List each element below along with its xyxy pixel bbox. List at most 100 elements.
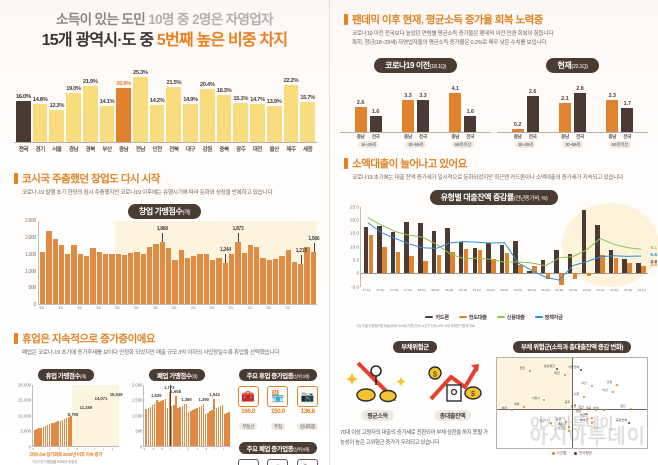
region-bar-value: 20.9%: [116, 81, 132, 88]
loan-bar-카드론: [363, 227, 369, 274]
mini-annotation: 11,159: [79, 405, 93, 411]
income-bar: [621, 108, 634, 132]
income-series-names: 충남 전국: [559, 134, 586, 140]
loan-y-tick: 10.0: [350, 244, 359, 250]
loan-bar-카드론: [567, 254, 573, 274]
mini-bar: [63, 418, 66, 446]
franchise-bar: [291, 261, 298, 305]
region-bar: [116, 88, 132, 142]
income-series-name: 전국: [371, 134, 380, 140]
loan-x-label: '22.1Q: [637, 287, 646, 292]
region-axis-label: 충북: [219, 146, 229, 153]
mini-bar: [53, 423, 55, 446]
mini-bar: [153, 404, 156, 446]
region-axis-label: 제주: [286, 146, 296, 153]
closure-caption-text: 폐업 가맹점수: [157, 372, 192, 380]
svg-text:$: $: [433, 372, 437, 379]
income-bar-col: 2.6: [354, 75, 367, 132]
loan-bar-slot: [539, 207, 552, 287]
loan-bar-한도대출: [395, 252, 401, 274]
mini-bar: [40, 427, 42, 446]
debt-risk-left: 부채위험군: [340, 333, 490, 448]
franchise-x-label: '21.4: [209, 306, 215, 311]
region-bar: [166, 86, 182, 142]
crane-icon: 🏗: [297, 458, 319, 465]
mini-y-tick: 500: [135, 428, 143, 434]
mini-x-label: '28.1: [111, 447, 113, 451]
loan-bar-한도대출: [627, 262, 632, 274]
income-bar-col: 1.6: [464, 75, 477, 132]
income-group: 2.3 1.7: [606, 75, 634, 132]
region-axis-label: 세종: [302, 146, 313, 153]
income-bar-value: 1.7: [623, 101, 632, 108]
franchise-bar: [266, 259, 272, 305]
scatter-point: [590, 421, 593, 424]
scatter-point-label: 논산: [570, 403, 577, 408]
franchise-x-label: [159, 306, 164, 310]
suspension-y-axis: 0 5,000 10,000 15,000 20,000: [12, 382, 32, 449]
income-bar-col: 0.2: [511, 75, 524, 132]
income-series-names: 충남 전국: [512, 134, 539, 140]
loan-y-tick: 15.0: [350, 230, 359, 236]
industry-stat-value: 166.0: [241, 407, 256, 415]
income-series-name: 전국: [419, 134, 427, 140]
loan-x-label: '18.1Q: [417, 287, 426, 292]
region-axis-label: 울산: [269, 146, 279, 153]
loan-bar-카드론: [581, 209, 587, 274]
loan-bar-한도대출: [586, 273, 592, 276]
franchise-bar: [197, 254, 203, 305]
mini-bar: [57, 420, 59, 446]
loan-bar-slot: [417, 207, 430, 287]
franchise-bar: [235, 242, 241, 305]
mini-y-tick: 2,000: [131, 382, 143, 388]
region-bar-value: 18.3%: [216, 87, 232, 94]
franchise-x-label: [222, 306, 227, 310]
closure-divider-line: [170, 384, 172, 446]
region-axis-label: 전국: [18, 146, 29, 153]
franchise-x-label: [310, 306, 315, 310]
scatter-point: [590, 416, 593, 419]
region-bar-value: 12.3%: [49, 103, 65, 110]
franchise-x-label: [64, 306, 69, 310]
section-startup-title: 코시국 주춤했던 창업도 다시 시작: [22, 172, 160, 185]
income-now-caption-period: (22.1Q): [571, 63, 588, 70]
mini-annotation: 1,544: [209, 392, 220, 398]
mini-bar: [211, 410, 213, 446]
loan-bar-카드론: [499, 245, 505, 274]
loan-end-label: 9.1: [650, 246, 657, 252]
loan-plot-area: -5.0 0 5.0 10.0 15.0 20.0 25.0 9.1 6.6 3.8 2.6: [340, 202, 658, 289]
franchise-bar: [285, 250, 291, 305]
mini-x-label: '28.1: [223, 447, 225, 451]
mini-bar: [209, 411, 211, 446]
mini-x-label: '26.1: [205, 447, 207, 451]
scatter-point-label: 충남전체: [615, 418, 628, 423]
loan-bar-카드론: [472, 247, 478, 274]
startup-chart-caption: 창업 가맹점수(개): [127, 204, 202, 220]
franchise-x-label: '19.7: [76, 306, 82, 311]
loan-bar-한도대출: [491, 258, 496, 274]
region-bar-value: 15.1%: [233, 96, 249, 103]
region-bar-col: 14.9%: [183, 57, 198, 142]
region-bar: [82, 85, 98, 142]
scatter-point: [584, 412, 587, 415]
franchise-annotation-leader: [301, 255, 303, 264]
mini-x-label: '27.1: [214, 447, 216, 451]
region-axis-label: 대구: [185, 146, 196, 153]
section-marker: [14, 172, 18, 184]
region-bar: [233, 103, 249, 142]
mini-x-label: '20.1: [41, 447, 43, 451]
income-age-label: 18~29세: [514, 141, 536, 149]
income-series-name: 전국: [466, 134, 475, 140]
hero-subtitle: 소득이 있는 도민 10명 중 2명은 자영업자: [10, 12, 319, 29]
income-bar-col: 1.6: [369, 75, 382, 132]
loan-x-label: '19.3Q: [499, 287, 509, 292]
region-bar: [199, 89, 215, 142]
income-series-names: 충남 전국: [402, 134, 429, 140]
loan-bar-slot: [566, 207, 579, 287]
income-bar-col: 2.6: [526, 75, 539, 132]
scatter-point: [523, 405, 525, 408]
mini-x-label: '19.1: [143, 447, 145, 451]
mini-y-tick: 20,000: [18, 382, 31, 388]
scatter-point: [568, 425, 570, 428]
region-bar-value: 25.3%: [133, 69, 148, 76]
